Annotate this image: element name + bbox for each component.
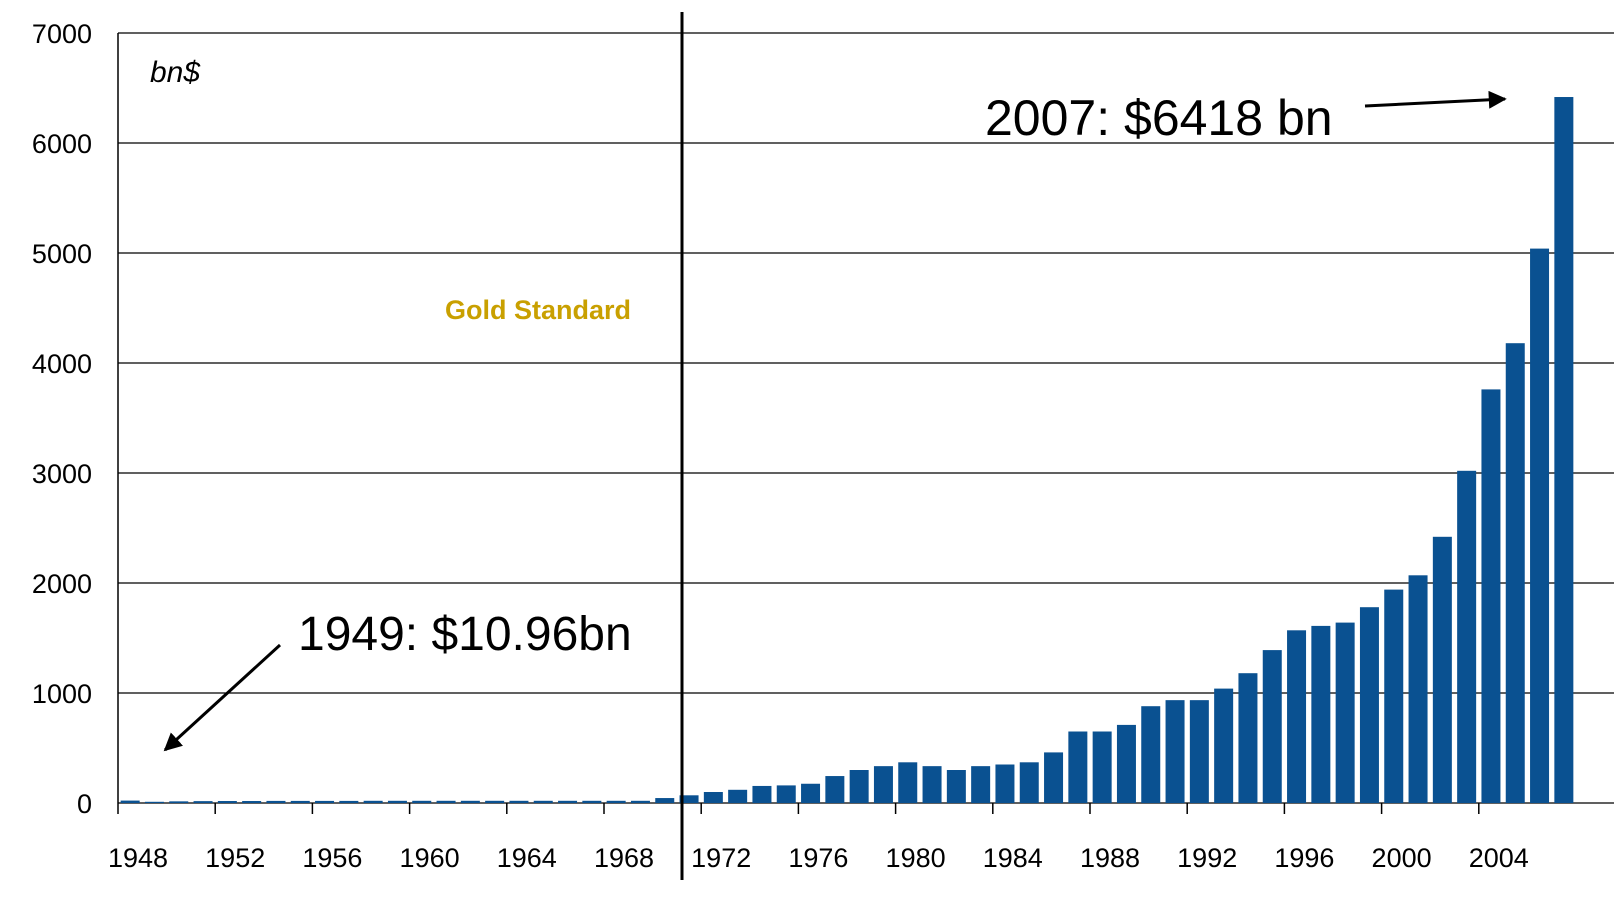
y-tick-label: 6000 [32, 129, 92, 159]
bar [801, 783, 821, 803]
y-tick-label: 0 [77, 789, 92, 819]
x-tick-label: 1956 [302, 843, 362, 873]
bar [436, 800, 456, 803]
y-tick-label: 3000 [32, 459, 92, 489]
unit-label: bn$ [150, 56, 201, 89]
arrow [163, 643, 282, 752]
bar [1044, 752, 1064, 803]
bar [266, 800, 286, 803]
bar [1505, 343, 1525, 803]
y-tick-label: 5000 [32, 239, 92, 269]
x-tick-label: 1988 [1080, 843, 1140, 873]
x-tick-label: 1960 [400, 843, 460, 873]
bar [728, 789, 748, 803]
bar [1287, 630, 1307, 803]
bar [1457, 470, 1477, 803]
bar [533, 800, 553, 803]
bar [752, 785, 772, 803]
bar [1019, 762, 1039, 803]
bar [776, 785, 796, 803]
bar [460, 800, 480, 803]
bar [339, 800, 359, 803]
bar [1530, 248, 1550, 804]
x-tick-label: 1948 [108, 843, 168, 873]
bar [363, 800, 383, 803]
bar [873, 766, 893, 803]
x-tick-label: 1996 [1274, 843, 1334, 873]
bar [1238, 673, 1258, 803]
x-tick-label: 1968 [594, 843, 654, 873]
x-tick-label: 1992 [1177, 843, 1237, 873]
x-tick-label: 1964 [497, 843, 557, 873]
bar [825, 776, 845, 803]
x-tick-label: 2000 [1372, 843, 1432, 873]
bar [679, 795, 699, 803]
bar [387, 800, 407, 803]
bar [144, 801, 164, 803]
bar [922, 766, 942, 803]
bar [315, 800, 335, 803]
bar [1262, 650, 1282, 803]
bar [703, 792, 723, 803]
x-tick-label: 1952 [205, 843, 265, 873]
x-tick-label: 1984 [983, 843, 1043, 873]
bar [217, 801, 237, 803]
bar [412, 800, 432, 803]
bar [1335, 622, 1355, 803]
annotation: 2007: $6418 bn [985, 90, 1333, 146]
bar [898, 762, 918, 803]
y-tick-label: 2000 [32, 569, 92, 599]
bars [120, 97, 1574, 804]
bar [630, 800, 650, 803]
bar [1408, 575, 1428, 803]
y-tick-label: 1000 [32, 679, 92, 709]
y-tick-label: 4000 [32, 349, 92, 379]
bar [509, 800, 529, 803]
bar [1384, 589, 1404, 803]
bar [606, 800, 626, 803]
y-tick-label: 7000 [32, 19, 92, 49]
bar [1141, 706, 1161, 803]
grid [118, 32, 1614, 804]
bar [995, 764, 1015, 803]
bar [1116, 724, 1136, 803]
annotation: Gold Standard [445, 295, 631, 325]
bar [1068, 731, 1088, 803]
arrow [1364, 90, 1507, 109]
bar [193, 801, 213, 803]
bar [1481, 389, 1501, 803]
bar [1359, 607, 1379, 803]
x-tick-label: 1980 [886, 843, 946, 873]
x-tick-label: 1976 [788, 843, 848, 873]
bar [169, 801, 189, 803]
bar [1189, 700, 1209, 803]
bar [1092, 731, 1112, 803]
bar [946, 770, 966, 803]
bar [1165, 700, 1185, 803]
bar [1214, 688, 1234, 803]
annotation: 1949: $10.96bn [298, 608, 632, 661]
bar [971, 766, 991, 803]
bar [582, 800, 602, 803]
x-tick-label: 1972 [691, 843, 751, 873]
bar [242, 801, 262, 803]
bar [485, 800, 505, 803]
bar [120, 800, 140, 803]
bar [655, 798, 675, 803]
bar [1432, 536, 1452, 803]
bar [849, 770, 869, 803]
bar [1554, 97, 1574, 803]
bar [558, 800, 578, 803]
x-tick-label: 2004 [1469, 843, 1529, 873]
bar [290, 800, 310, 803]
bar [1311, 625, 1331, 803]
